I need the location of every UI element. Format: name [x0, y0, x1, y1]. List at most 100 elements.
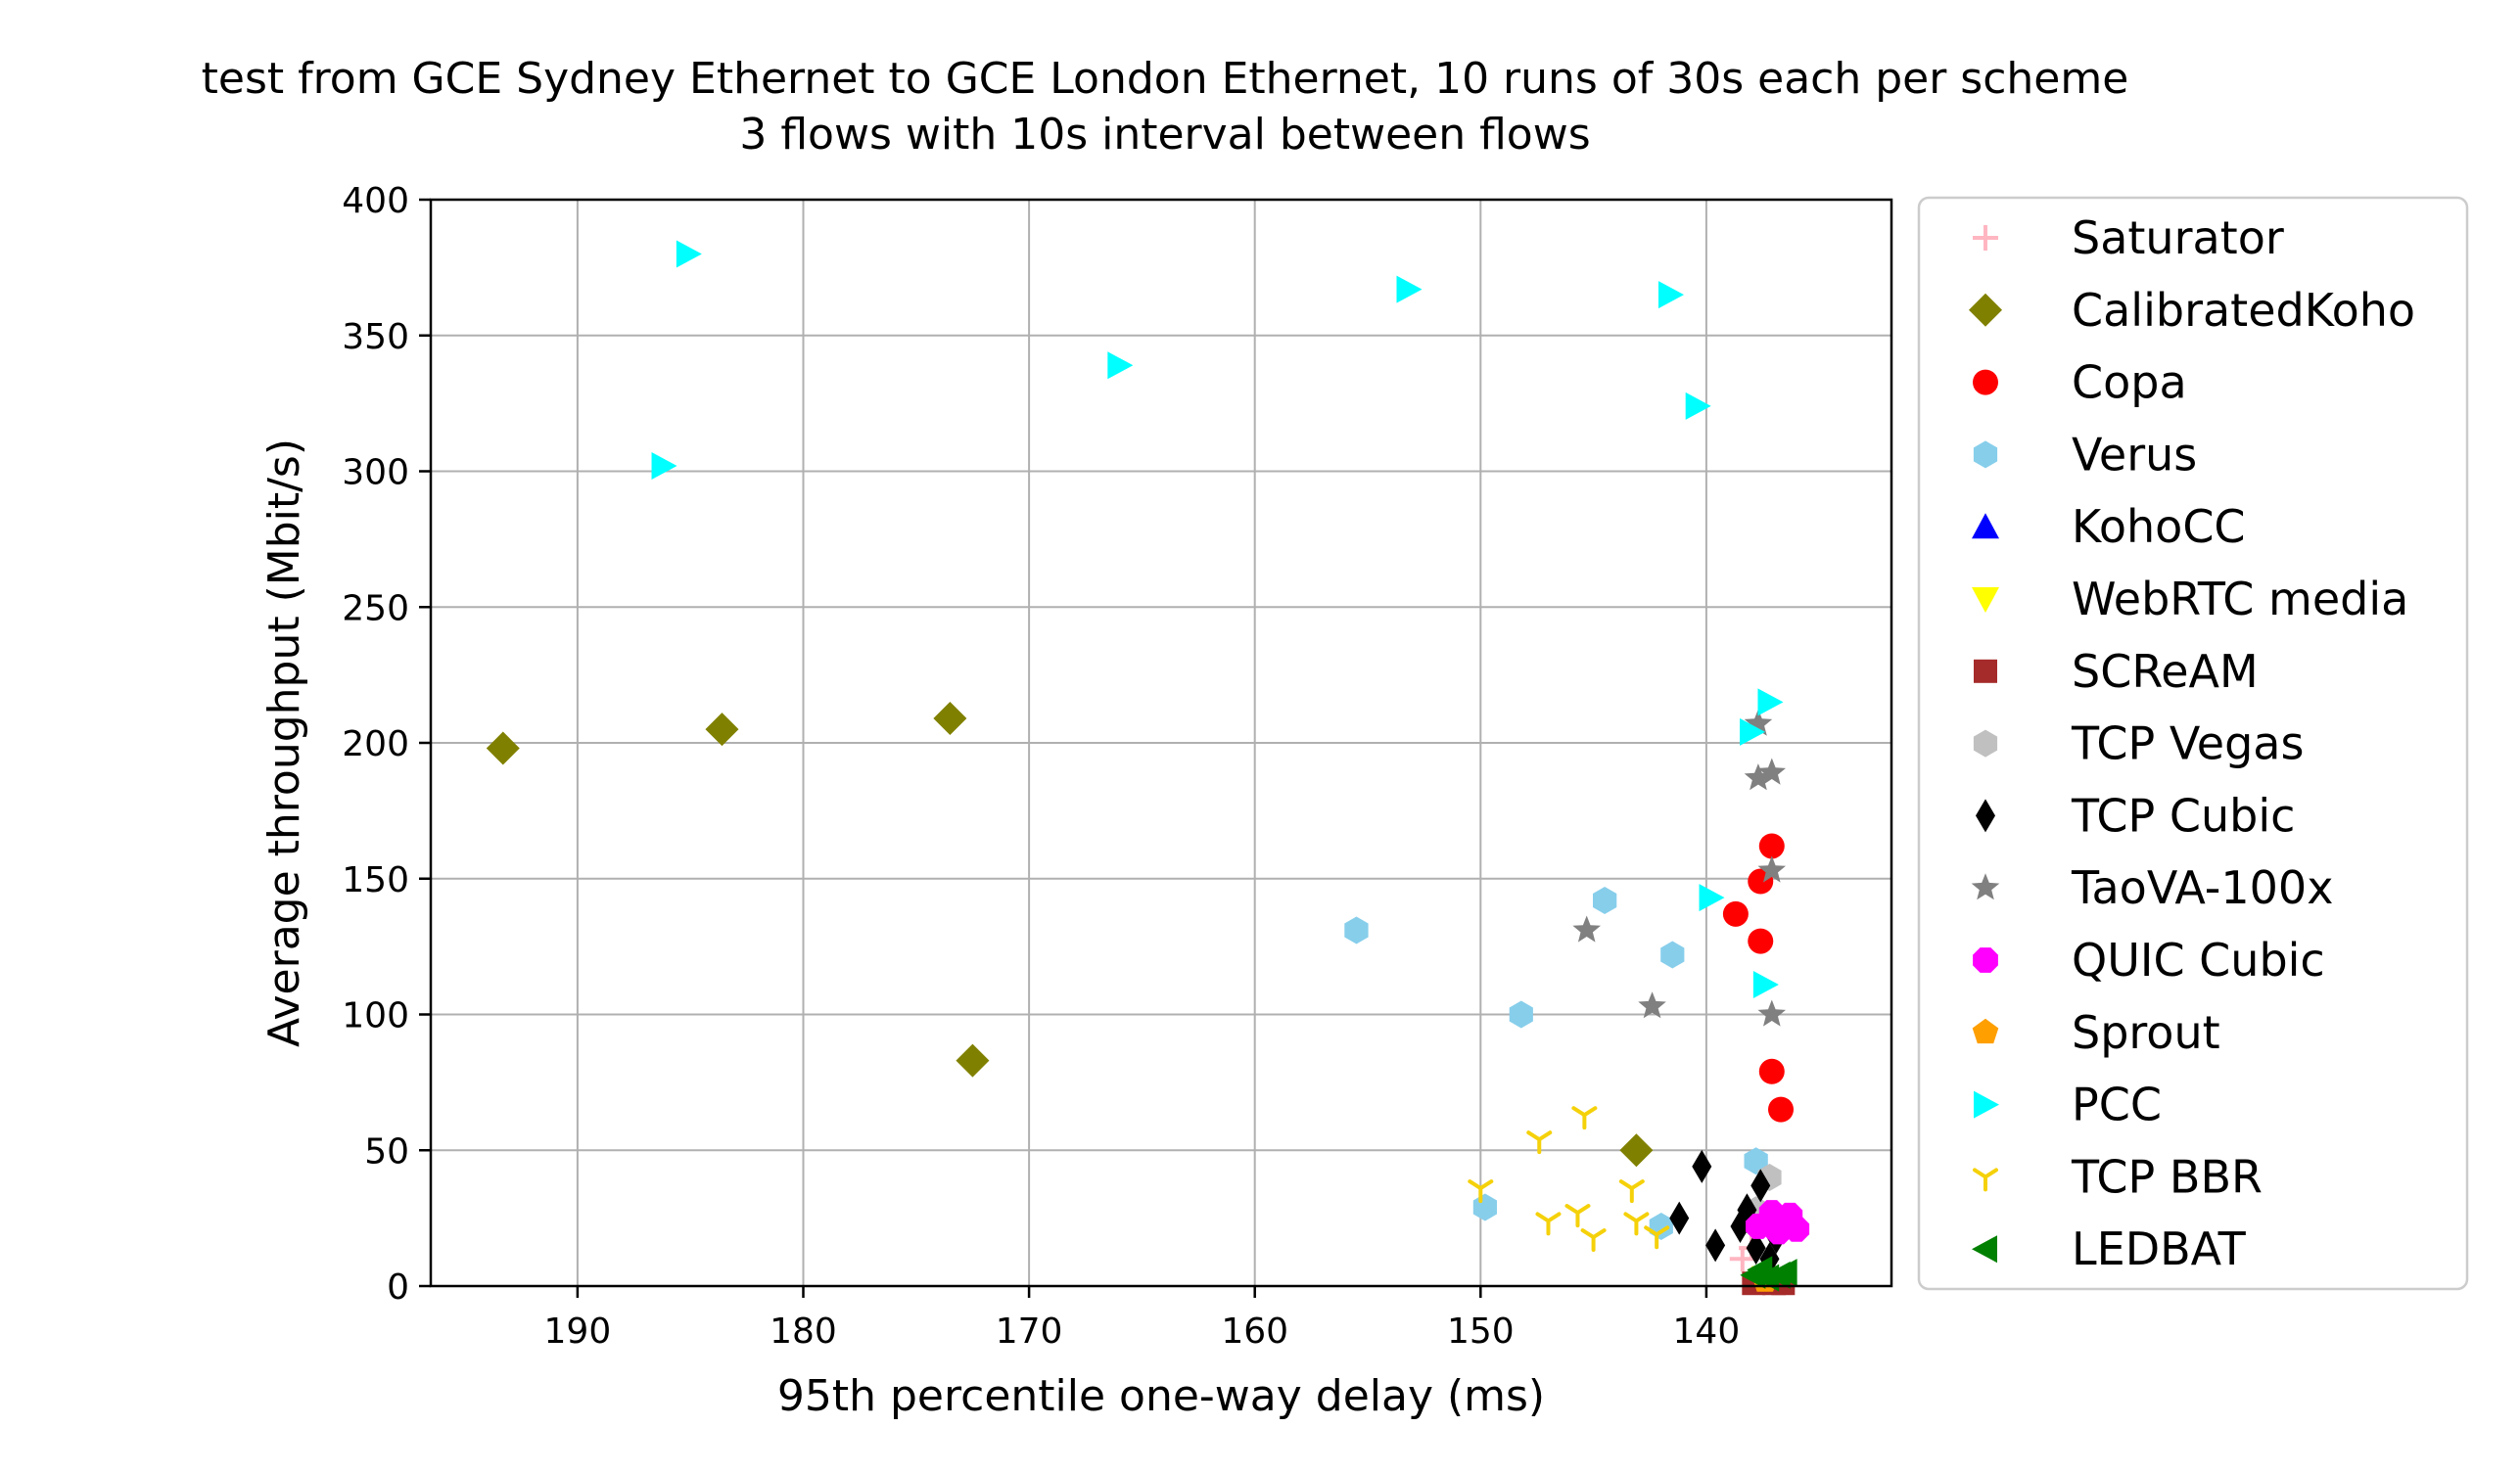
- data-point: [1660, 941, 1685, 969]
- y-tick-label: 300: [342, 453, 409, 493]
- legend-label: Sprout: [2072, 1006, 2220, 1059]
- data-point: [1619, 1133, 1654, 1168]
- series-calibratedkoho: [486, 702, 1654, 1168]
- legend-label: LEDBAT: [2072, 1222, 2247, 1275]
- legend-label: TCP Vegas: [2071, 717, 2304, 770]
- data-point: [1644, 1225, 1670, 1250]
- data-point: [1746, 1214, 1771, 1239]
- data-point: [1705, 1228, 1726, 1263]
- data-point: [1750, 1169, 1771, 1203]
- legend-label: Saturator: [2072, 211, 2284, 264]
- data-point: [933, 702, 967, 736]
- data-point: [1107, 351, 1134, 380]
- y-tick-label: 350: [342, 317, 409, 357]
- legend-marker: [1973, 1168, 1998, 1192]
- data-point: [1658, 281, 1685, 309]
- data-point: [1744, 1147, 1768, 1175]
- legend-label: TaoVA-100x: [2071, 861, 2333, 914]
- x-tick-label: 140: [1673, 1312, 1741, 1352]
- data-point: [1580, 1228, 1607, 1253]
- data-point: [1344, 916, 1369, 944]
- legend-marker: [1973, 225, 1998, 251]
- y-tick-label: 400: [342, 181, 409, 221]
- legend-entry: TCP Cubic: [1976, 789, 2295, 842]
- legend-label: WebRTC media: [2072, 573, 2408, 625]
- legend-marker: [1973, 729, 1998, 758]
- legend-label: PCC: [2072, 1079, 2162, 1131]
- legend-entry: QUIC Cubic: [1973, 934, 2325, 987]
- data-point: [1649, 1213, 1673, 1240]
- data-point: [1757, 758, 1786, 785]
- legend-label: Copa: [2072, 356, 2187, 409]
- legend-entry: TaoVA-100x: [1971, 861, 2333, 914]
- legend-entry: CalibratedKoho: [1969, 284, 2415, 337]
- legend-marker: [1973, 947, 1998, 973]
- data-point: [1564, 1204, 1591, 1228]
- data-point: [1746, 1231, 1766, 1266]
- legend-label: CalibratedKoho: [2072, 284, 2415, 337]
- data-point: [1669, 1201, 1690, 1235]
- data-point: [1638, 991, 1666, 1019]
- data-point: [676, 240, 702, 268]
- y-axis-label: Average throughput (Mbit/s): [259, 438, 309, 1047]
- data-point: [1722, 900, 1749, 927]
- series-quic-cubic: [1746, 1200, 1810, 1245]
- data-point: [1747, 1256, 1773, 1284]
- legend-entry: PCC: [1974, 1079, 2162, 1131]
- y-tick-label: 0: [387, 1267, 409, 1308]
- legend-marker: [1974, 659, 1997, 683]
- data-point: [1623, 1212, 1650, 1236]
- grid-lines: [431, 199, 1891, 1287]
- series-taova-100x: [1572, 709, 1786, 1027]
- legend-label: SCReAM: [2072, 645, 2259, 698]
- legend-entry: Saturator: [1973, 211, 2284, 264]
- series-tcp-bbr: [1468, 1106, 1670, 1253]
- x-tick-label: 190: [544, 1312, 612, 1352]
- data-point: [1618, 1179, 1645, 1204]
- data-point: [1740, 717, 1766, 746]
- series-tcp-cubic: [1669, 1149, 1787, 1276]
- legend-marker: [1973, 440, 1998, 469]
- legend-marker: [1976, 799, 1995, 833]
- data-point: [486, 731, 520, 765]
- series-ledbat: [1740, 1256, 1797, 1292]
- legend-frame: [1917, 196, 2469, 1291]
- x-tick-label: 180: [770, 1312, 837, 1352]
- data-point: [1685, 391, 1711, 420]
- data-points: [486, 240, 1810, 1296]
- data-point: [1775, 1211, 1800, 1237]
- data-point: [1593, 887, 1617, 914]
- legend-marker: [1972, 1235, 1997, 1264]
- data-point: [1509, 1000, 1533, 1029]
- data-point: [1744, 709, 1773, 736]
- legend-marker: [1971, 873, 2000, 900]
- legend-entry: TCP BBR: [1973, 1150, 2263, 1203]
- y-tick-label: 100: [342, 996, 409, 1036]
- x-tick-label: 150: [1447, 1312, 1515, 1352]
- legend-marker: [1969, 293, 2002, 327]
- legend: Saturator CalibratedKoho Copa Verus KohoCC We…: [1917, 196, 2469, 1291]
- chart-subtitle: 3 flows with 10s interval between flows: [739, 110, 1590, 160]
- series-pcc: [651, 240, 1784, 998]
- legend-marker: [1972, 513, 1999, 539]
- data-point: [1752, 970, 1779, 998]
- x-tick-label: 170: [996, 1312, 1063, 1352]
- legend-entry: KohoCC: [1972, 500, 2246, 553]
- legend-marker: [1972, 587, 1999, 613]
- legend-entry: Sprout: [1972, 1006, 2220, 1059]
- data-point: [1757, 999, 1786, 1027]
- legend-marker: [1974, 1090, 1999, 1119]
- data-point: [1758, 833, 1785, 859]
- y-tick-label: 150: [342, 860, 409, 900]
- data-point: [1699, 884, 1725, 912]
- y-tick-label: 50: [364, 1131, 409, 1172]
- data-point: [1526, 1130, 1553, 1155]
- legend-entry: Verus: [1973, 428, 2197, 481]
- data-point: [1757, 688, 1784, 716]
- legend-label: Verus: [2072, 428, 2197, 481]
- y-tick-label: 200: [342, 724, 409, 764]
- legend-entry: Copa: [1973, 356, 2187, 409]
- legend-entry: SCReAM: [1974, 645, 2259, 698]
- data-point: [705, 713, 739, 747]
